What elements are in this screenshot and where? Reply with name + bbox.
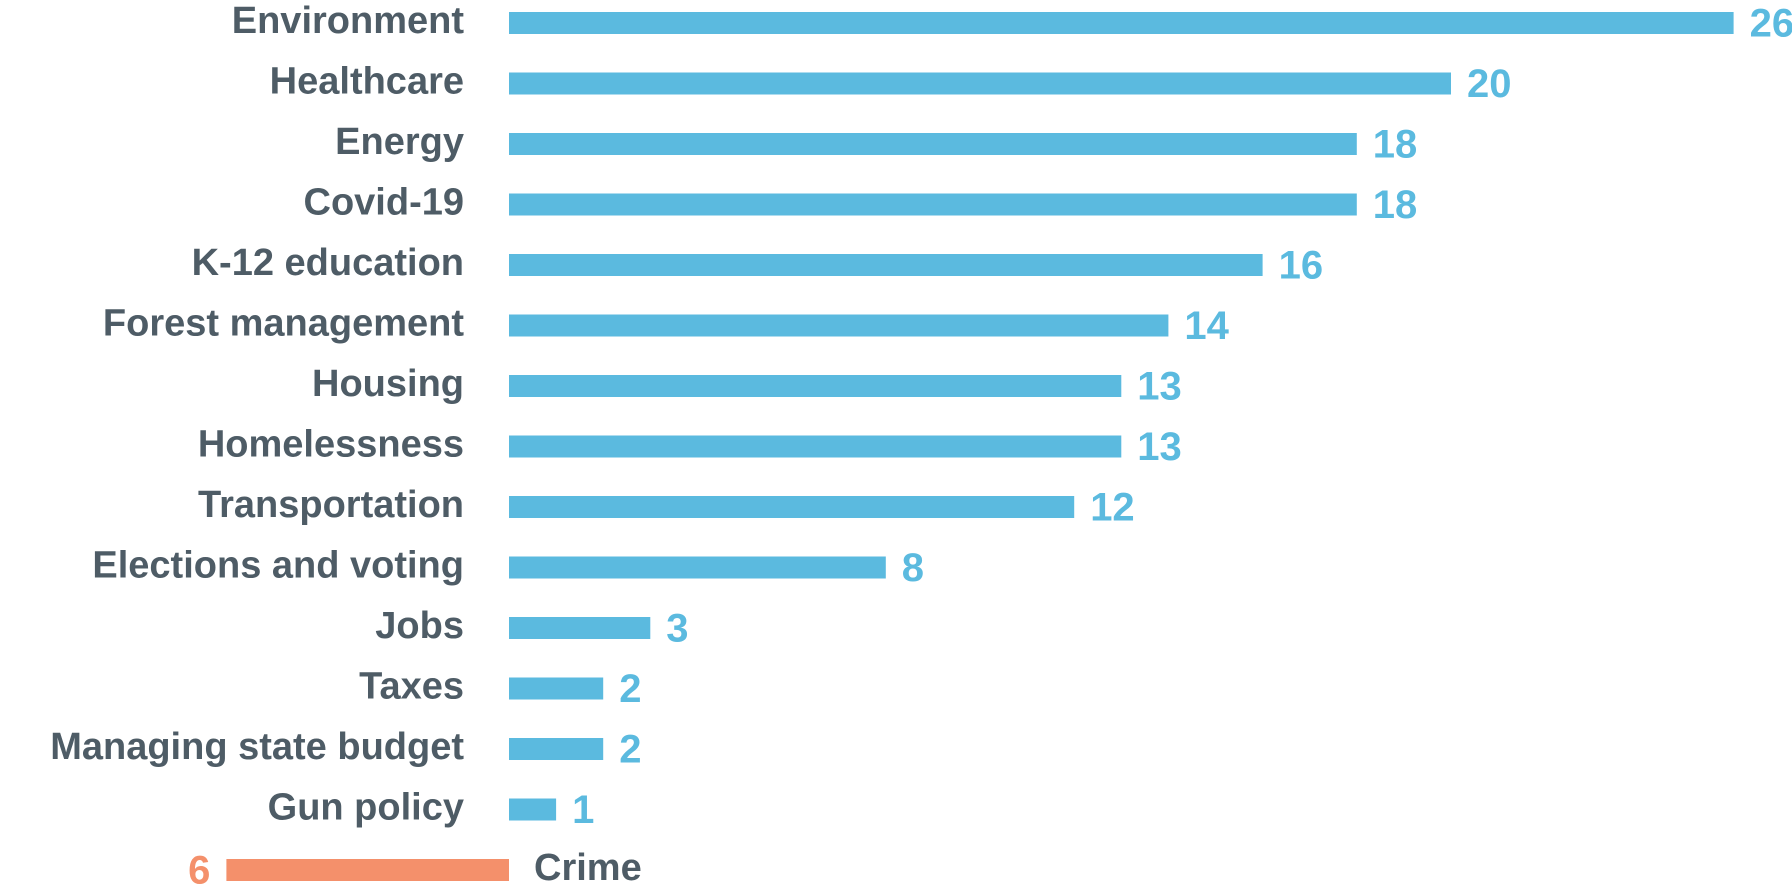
category-label-11: Taxes <box>359 666 464 708</box>
value-label-3: 18 <box>1373 183 1418 227</box>
category-label-0: Environment <box>232 0 465 42</box>
category-label-13: Gun policy <box>268 787 464 829</box>
category-label-12: Managing state budget <box>50 726 464 768</box>
bar-14 <box>226 859 509 881</box>
category-label-7: Homelessness <box>198 424 464 466</box>
category-label-5: Forest management <box>103 303 464 345</box>
value-label-8: 12 <box>1090 486 1135 530</box>
value-label-0: 26 <box>1750 2 1792 46</box>
category-label-8: Transportation <box>198 484 464 526</box>
value-label-10: 3 <box>666 607 688 651</box>
category-label-2: Energy <box>335 121 464 163</box>
bar-1 <box>509 72 1451 95</box>
bar-7 <box>509 435 1122 458</box>
bar-3 <box>509 193 1357 216</box>
value-label-14: 6 <box>188 849 210 889</box>
value-label-13: 1 <box>572 788 594 832</box>
category-label-9: Elections and voting <box>92 545 464 587</box>
category-label-4: K-12 education <box>192 242 464 284</box>
category-label-10: Jobs <box>375 605 464 647</box>
category-label-3: Covid-19 <box>304 182 464 224</box>
bar-5 <box>509 314 1169 337</box>
bar-9 <box>509 556 886 579</box>
bar-4 <box>509 254 1263 276</box>
category-label-6: Housing <box>312 363 464 405</box>
value-label-4: 16 <box>1279 244 1324 288</box>
value-label-6: 13 <box>1137 365 1182 409</box>
value-label-7: 13 <box>1137 425 1182 469</box>
bar-11 <box>509 677 604 700</box>
bar-6 <box>509 375 1122 397</box>
bar-8 <box>509 496 1075 518</box>
value-label-12: 2 <box>619 728 641 772</box>
bar-12 <box>509 738 604 760</box>
value-label-5: 14 <box>1184 304 1229 348</box>
value-label-9: 8 <box>902 546 924 590</box>
bar-0 <box>509 12 1734 34</box>
value-label-11: 2 <box>619 667 641 711</box>
category-label-1: Healthcare <box>270 61 464 103</box>
category-label-14: Crime <box>534 847 642 889</box>
value-label-2: 18 <box>1373 123 1418 167</box>
bar-2 <box>509 133 1357 155</box>
bar-13 <box>509 798 557 821</box>
value-label-1: 20 <box>1467 62 1512 106</box>
bar-10 <box>509 617 651 639</box>
